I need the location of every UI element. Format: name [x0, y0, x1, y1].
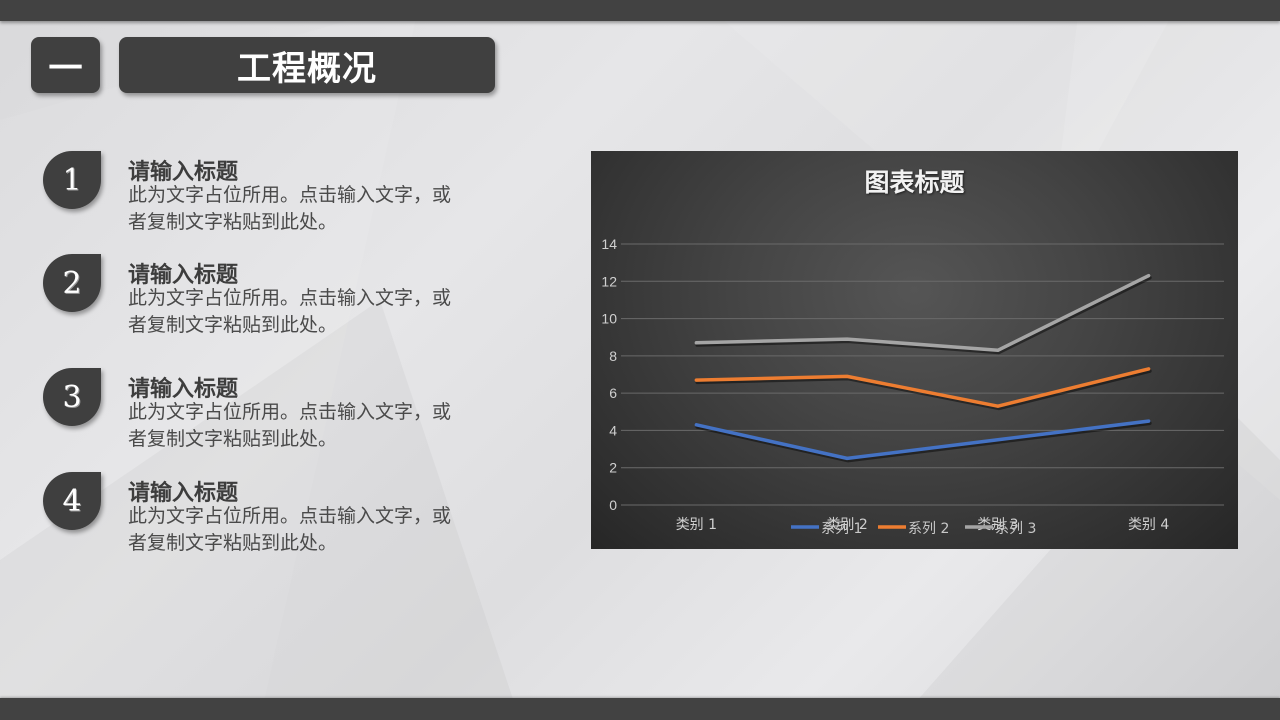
y-tick-label: 10: [601, 311, 617, 327]
y-tick-label: 4: [609, 422, 617, 438]
y-tick-label: 6: [609, 385, 617, 401]
legend-label[interactable]: 系列 3: [995, 521, 1036, 537]
number-badge: 1: [43, 151, 101, 209]
y-tick-label: 14: [601, 236, 617, 252]
top-bar: [0, 0, 1280, 21]
y-tick-label: 8: [609, 348, 617, 364]
x-tick-label: 类别 4: [1128, 517, 1169, 533]
x-tick-label: 类别 1: [676, 517, 717, 533]
badge-number: 2: [62, 265, 82, 301]
item-description[interactable]: 此为文字占位所用。点击输入文字，或者复制文字粘贴到此处。: [128, 505, 452, 554]
list-item: 1 请输入标题 此为文字占位所用。点击输入文字，或者复制文字粘贴到此处。: [43, 151, 483, 241]
chart-title[interactable]: 图表标题: [864, 168, 965, 197]
badge-number: 1: [62, 162, 82, 198]
bottom-bar: [0, 698, 1280, 720]
badge-number: 4: [62, 483, 82, 519]
section-title: 工程概况: [237, 48, 377, 89]
item-description[interactable]: 此为文字占位所用。点击输入文字，或者复制文字粘贴到此处。: [128, 184, 452, 233]
section-number-box: 一: [31, 37, 100, 93]
legend-label[interactable]: 系列 2: [908, 521, 949, 537]
series-line[interactable]: [694, 367, 1151, 408]
item-title[interactable]: 请输入标题: [128, 160, 239, 185]
legend-label[interactable]: 系列 1: [821, 521, 862, 537]
section-title-box: 工程概况: [119, 37, 495, 93]
chart-plot-area: 0 2 4 6 8 10 12 14 类别 1 类别 2 类别 3 类别 4 系列 1 系列 2 系列 3: [601, 236, 1224, 537]
list-item: 2 请输入标题 此为文字占位所用。点击输入文字，或者复制文字粘贴到此处。: [43, 254, 483, 344]
y-tick-label: 12: [601, 273, 617, 289]
item-description[interactable]: 此为文字占位所用。点击输入文字，或者复制文字粘贴到此处。: [128, 287, 452, 336]
item-title[interactable]: 请输入标题: [128, 377, 239, 402]
y-tick-label: 2: [609, 460, 617, 476]
number-badge: 4: [43, 472, 101, 530]
section-number: 一: [48, 48, 83, 89]
series-line[interactable]: [694, 273, 1151, 353]
item-description[interactable]: 此为文字占位所用。点击输入文字，或者复制文字粘贴到此处。: [128, 401, 452, 450]
y-tick-label: 0: [609, 497, 617, 513]
x-tick-label: 类别 3: [977, 517, 1018, 533]
line-chart[interactable]: 图表标题 0 2 4 6 8 10 12 14 类别 1 类别 2 类别 3 类别 4 系列 1 系列 2…: [591, 151, 1238, 549]
number-badge: 3: [43, 368, 101, 426]
x-tick-label: 类别 2: [826, 517, 867, 533]
list-item: 3 请输入标题 此为文字占位所用。点击输入文字，或者复制文字粘贴到此处。: [43, 368, 483, 458]
badge-number: 3: [62, 379, 82, 415]
list-item: 4 请输入标题 此为文字占位所用。点击输入文字，或者复制文字粘贴到此处。: [43, 472, 483, 562]
number-badge: 2: [43, 254, 101, 312]
item-title[interactable]: 请输入标题: [128, 263, 239, 288]
item-title[interactable]: 请输入标题: [128, 481, 239, 506]
series-line[interactable]: [694, 419, 1151, 461]
